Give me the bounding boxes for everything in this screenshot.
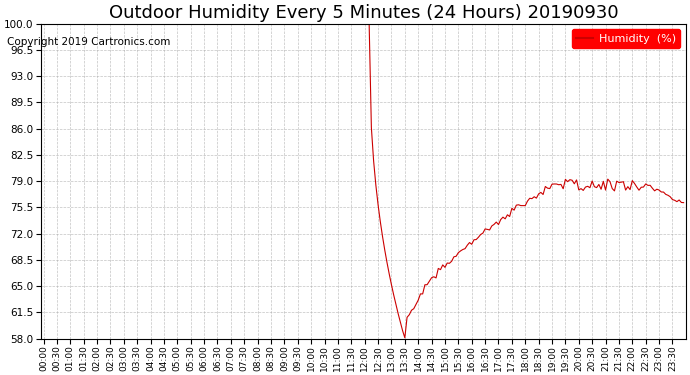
Title: Outdoor Humidity Every 5 Minutes (24 Hours) 20190930: Outdoor Humidity Every 5 Minutes (24 Hou… (109, 4, 618, 22)
Legend: Humidity  (%): Humidity (%) (572, 29, 680, 48)
Text: Copyright 2019 Cartronics.com: Copyright 2019 Cartronics.com (7, 37, 170, 47)
